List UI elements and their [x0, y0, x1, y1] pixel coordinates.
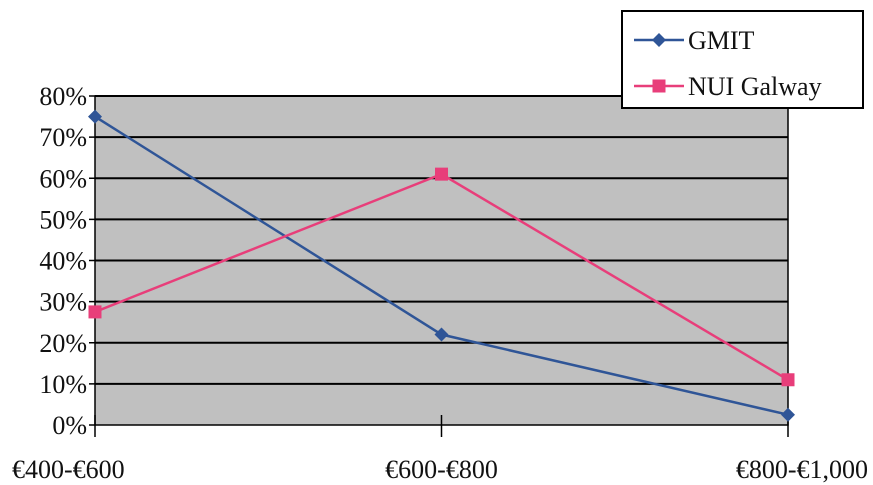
y-tick-label: 40% [39, 247, 87, 276]
axes [89, 95, 789, 437]
data-point [88, 109, 102, 124]
data-point [652, 79, 666, 93]
data-point [652, 33, 666, 47]
x-axis-tick-labels: €400-€600 €600-€800 €800-€1,000 [12, 455, 868, 484]
y-axis-tick-labels: 0% 10% 20% 30% 40% 50% 60% 70% 80% [39, 82, 87, 440]
y-tick-label: 70% [39, 123, 87, 152]
y-tick-label: 30% [39, 288, 87, 317]
x-tick-label: €600-€800 [385, 455, 498, 484]
x-tick-label: €800-€1,000 [736, 455, 868, 484]
y-tick-label: 50% [39, 205, 87, 234]
series-lines [88, 109, 795, 422]
data-point [88, 305, 102, 319]
y-tick-label: 10% [39, 370, 87, 399]
y-tick-label: 60% [39, 164, 87, 193]
data-point [781, 373, 795, 387]
series-nui-galway [88, 167, 795, 387]
y-tick-label: 20% [39, 329, 87, 358]
y-tick-label: 80% [39, 82, 87, 111]
series-gmit [88, 109, 795, 422]
data-point [781, 407, 795, 422]
legend-item: NUI Galway [634, 72, 822, 101]
legend-label: GMIT [688, 26, 755, 55]
x-tick-label: €400-€600 [12, 455, 125, 484]
data-point [434, 327, 449, 342]
legend-item: GMIT [634, 26, 755, 55]
legend-label: NUI Galway [688, 72, 822, 101]
data-point [435, 167, 448, 181]
legend: GMIT NUI Galway [621, 10, 864, 109]
y-tick-label: 0% [52, 411, 87, 440]
